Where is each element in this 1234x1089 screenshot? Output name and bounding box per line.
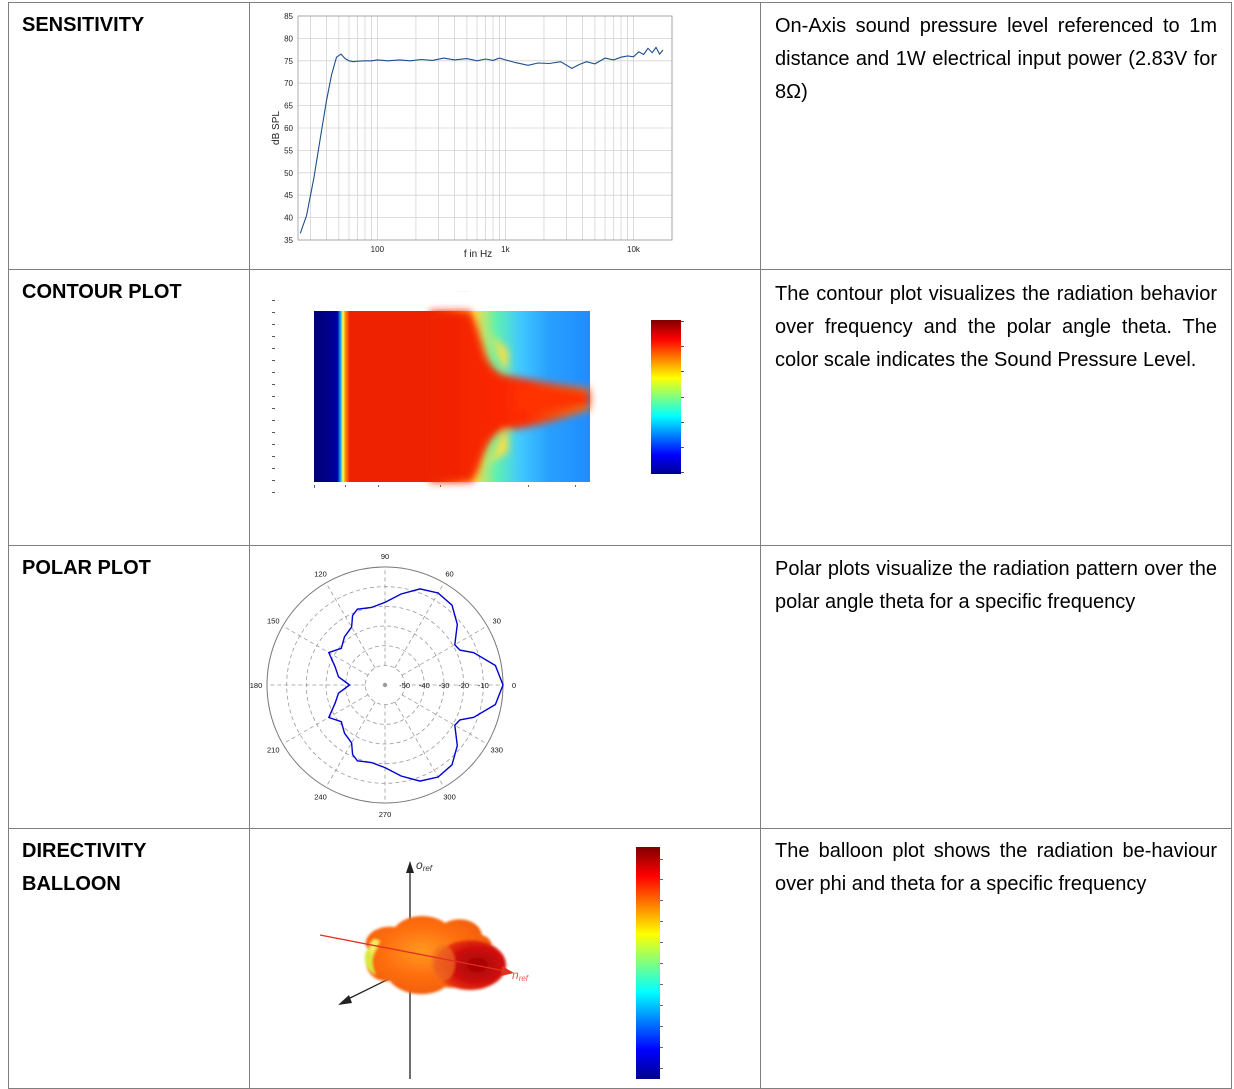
polar-angle-label: 60 bbox=[445, 569, 453, 578]
polar-angle-label: 120 bbox=[314, 569, 327, 578]
y-tick-label: 75 bbox=[284, 57, 293, 66]
y-tick-label: 60 bbox=[284, 124, 293, 133]
polar-spoke bbox=[325, 701, 376, 788]
x-axis-label: f in Hz bbox=[464, 249, 492, 260]
figure-cell: ·· ·· ···· ··· bbox=[249, 269, 761, 546]
row-description: On-Axis sound pressure level referenced … bbox=[775, 15, 1217, 103]
polar-angle-label: 0 bbox=[512, 681, 516, 690]
depth-axis-arrow bbox=[338, 995, 352, 1005]
contour-lobe bbox=[430, 311, 590, 482]
y-axis-label: dB SPL bbox=[271, 111, 282, 145]
y-tick-label: 55 bbox=[284, 146, 293, 155]
x-tick-label: 100 bbox=[371, 245, 385, 254]
x-tick-label: 10k bbox=[627, 245, 641, 254]
contour-title: ·· ·· ···· ··· bbox=[455, 289, 469, 293]
row-sensitivity: SENSITIVITY 35 40 45 50 55 60 65 70 75 80 85 100 1k… bbox=[8, 2, 1232, 270]
directivity-balloon: oref nref bbox=[319, 847, 663, 1079]
polar-spoke bbox=[325, 582, 376, 669]
y-tick-labels: 35 40 45 50 55 60 65 70 75 80 85 bbox=[284, 12, 293, 245]
description-cell: The balloon plot shows the radiation be-… bbox=[760, 828, 1232, 1089]
y-tick-label: 45 bbox=[284, 191, 293, 200]
polar-spoke bbox=[394, 701, 445, 788]
y-tick-label: 70 bbox=[284, 79, 293, 88]
y-tick-label: 40 bbox=[284, 214, 293, 223]
polar-series-line bbox=[327, 588, 504, 782]
x-tick-label: 1k bbox=[501, 245, 510, 254]
contour-y-ticks bbox=[272, 300, 275, 493]
y-tick-label: 65 bbox=[284, 102, 293, 111]
figure-cell: 0 30 60 90 120 150 180 210 240 270 300 330 -50 -40 -3… bbox=[249, 545, 761, 829]
polar-spoke bbox=[401, 625, 488, 676]
balloon-shape bbox=[364, 916, 506, 995]
polar-radial-label: -10 bbox=[478, 681, 489, 690]
o-ref-label: oref bbox=[416, 858, 433, 873]
polar-angle-label: 180 bbox=[250, 681, 262, 690]
description-cell: The contour plot visualizes the radiatio… bbox=[760, 269, 1232, 546]
contour-plot: ·· ·· ···· ··· bbox=[272, 289, 684, 493]
polar-ring bbox=[345, 645, 425, 725]
polar-radial-label: -30 bbox=[439, 681, 450, 690]
polar-radial-labels: -50 -40 -30 -20 -10 bbox=[399, 681, 489, 690]
label-cell: POLAR PLOT bbox=[8, 545, 250, 829]
row-label: DIRECTIVITY BALLOON bbox=[22, 840, 147, 895]
n-ref-label: nref bbox=[512, 968, 529, 983]
label-cell: CONTOUR PLOT bbox=[8, 269, 250, 546]
x-tick-labels: 100 1k 10k bbox=[371, 245, 641, 254]
description-cell: Polar plots visualize the radiation patt… bbox=[760, 545, 1232, 829]
row-contour: CONTOUR PLOT bbox=[8, 269, 1232, 546]
polar-angle-label: 270 bbox=[379, 810, 392, 819]
row-description: The contour plot visualizes the radiatio… bbox=[775, 283, 1217, 371]
label-cell: SENSITIVITY bbox=[8, 2, 250, 270]
y-tick-label: 35 bbox=[284, 236, 293, 245]
chart-grid bbox=[298, 15, 673, 241]
row-polar: POLAR PLOT 0 30 60 90 120 150 180 210 240 270 300 3… bbox=[8, 545, 1232, 829]
y-tick-label: 80 bbox=[284, 34, 293, 43]
reference-axis bbox=[319, 934, 491, 969]
description-cell: On-Axis sound pressure level referenced … bbox=[760, 2, 1232, 270]
figure-cell: oref nref bbox=[249, 828, 761, 1089]
vertical-axis-arrow bbox=[406, 861, 414, 873]
label-cell: DIRECTIVITY BALLOON bbox=[8, 828, 250, 1089]
reference-axis-arrow bbox=[501, 966, 514, 976]
polar-ring bbox=[325, 625, 445, 745]
figure-cell: 35 40 45 50 55 60 65 70 75 80 85 100 1k 10k dB SPL f… bbox=[249, 2, 761, 270]
balloon-colorbar bbox=[636, 847, 660, 1079]
polar-angle-label: 150 bbox=[267, 617, 280, 626]
row-label: CONTOUR PLOT bbox=[22, 281, 182, 303]
polar-center bbox=[382, 682, 388, 688]
contour-x-ticks bbox=[314, 485, 576, 488]
y-tick-label: 85 bbox=[284, 12, 293, 21]
polar-angle-label: 240 bbox=[314, 793, 327, 802]
polar-spoke bbox=[394, 582, 445, 669]
polar-spoke bbox=[282, 625, 369, 676]
row-label: SENSITIVITY bbox=[22, 14, 145, 36]
polar-spoke bbox=[401, 694, 488, 745]
y-tick-label: 50 bbox=[284, 169, 293, 178]
row-description: The balloon plot shows the radiation be-… bbox=[775, 840, 1217, 895]
polar-radial-label: -50 bbox=[399, 681, 410, 690]
polar-spoke bbox=[282, 694, 369, 745]
polar-angle-label: 300 bbox=[443, 793, 456, 802]
row-description: Polar plots visualize the radiation patt… bbox=[775, 558, 1217, 613]
polar-angle-label: 210 bbox=[267, 746, 280, 755]
polar-radial-label: -40 bbox=[419, 681, 430, 690]
polar-plot: 0 30 60 90 120 150 180 210 240 270 300 330 -50 -40 -3… bbox=[250, 552, 516, 819]
sensitivity-chart: 35 40 45 50 55 60 65 70 75 80 85 100 1k 10k dB SPL f… bbox=[271, 12, 673, 260]
spec-table: SENSITIVITY 35 40 45 50 55 60 65 70 75 80 85 100 1k… bbox=[8, 2, 1232, 1089]
balloon-colorbar-ticks bbox=[660, 859, 663, 1069]
spl-series-line bbox=[299, 46, 664, 234]
polar-angle-label: 90 bbox=[381, 552, 389, 561]
polar-angle-label: 330 bbox=[490, 746, 503, 755]
polar-angle-label: 30 bbox=[493, 617, 501, 626]
row-balloon: DIRECTIVITY BALLOON bbox=[8, 828, 1232, 1089]
row-label: POLAR PLOT bbox=[22, 557, 151, 579]
polar-angle-labels: 0 30 60 90 120 150 180 210 240 270 300 330 bbox=[250, 552, 516, 819]
contour-colorbar bbox=[651, 320, 681, 474]
plot-frame bbox=[297, 15, 673, 241]
polar-radial-label: -20 bbox=[458, 681, 469, 690]
colorbar-ticks bbox=[681, 321, 684, 473]
